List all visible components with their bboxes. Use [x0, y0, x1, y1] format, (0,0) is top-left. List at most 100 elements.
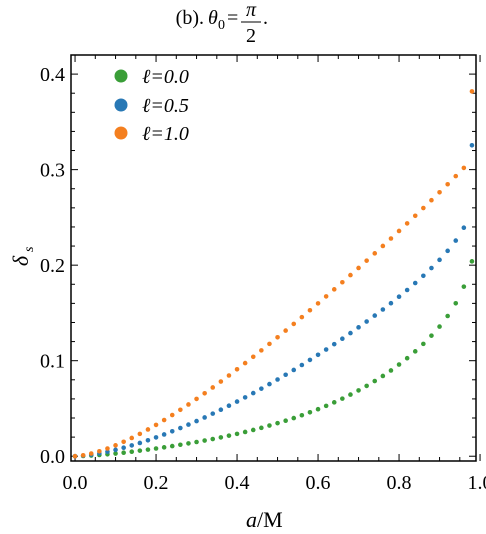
data-point [307, 307, 313, 313]
data-point [283, 328, 288, 333]
x-tick-label: 0.4 [225, 472, 250, 494]
data-point [226, 433, 232, 438]
title-prefix: (b). [176, 7, 204, 29]
data-point [372, 313, 378, 318]
data-point [169, 412, 175, 418]
y-tick-label: 0.1 [40, 351, 65, 373]
data-point [380, 373, 386, 379]
data-point [88, 451, 94, 456]
data-point [267, 341, 272, 347]
axis-tick-labels: 0.0 0.2 0.4 0.6 0.8 1.0 0.0 0.1 0.2 0.3 0.4 [40, 64, 486, 494]
data-point [299, 412, 305, 418]
data-point [145, 447, 151, 452]
data-point [364, 383, 369, 389]
data-point [469, 89, 475, 94]
data-point [348, 330, 353, 336]
data-point [121, 450, 126, 455]
data-point [250, 390, 256, 396]
chart-title: (b). θ 0 = π 2 . [176, 0, 268, 47]
data-point [178, 407, 183, 413]
title-subscript: 0 [218, 18, 225, 33]
x-axis-label-italic: a [246, 507, 257, 532]
data-point [194, 439, 199, 445]
data-point [437, 189, 442, 195]
legend-marker-l0 [114, 69, 128, 83]
data-point [145, 437, 151, 443]
data-point [226, 403, 232, 408]
data-point [194, 418, 199, 424]
legend-label-l1: ℓ=1.0 [142, 123, 189, 145]
data-point [267, 423, 272, 428]
data-point [186, 422, 191, 427]
data-point [178, 442, 183, 448]
data-point [275, 420, 280, 426]
data-point [121, 439, 126, 445]
data-point [218, 407, 224, 413]
y-axis-label-sub: s [22, 246, 37, 252]
data-point [250, 427, 256, 433]
data-point [161, 432, 167, 437]
x-tick-label: 0.0 [63, 472, 88, 494]
data-point [364, 258, 369, 263]
data-point [153, 446, 159, 451]
data-point [72, 453, 78, 459]
data-point [129, 443, 135, 448]
data-point [97, 448, 102, 454]
data-point [259, 425, 264, 431]
data-point [218, 435, 224, 440]
data-point [412, 213, 418, 219]
legend: ℓ=0.0 ℓ=0.5 ℓ=1.0 [114, 66, 189, 145]
data-point [234, 431, 240, 437]
y-tick-label: 0.3 [40, 160, 65, 182]
data-point [169, 428, 175, 434]
data-point [242, 429, 248, 435]
data-point [453, 173, 459, 179]
data-point [105, 446, 110, 451]
data-point [348, 392, 353, 397]
data-point [372, 251, 378, 256]
data-point [113, 451, 118, 456]
data-point [169, 443, 175, 449]
title-denominator: 2 [246, 25, 256, 47]
data-point [469, 142, 475, 148]
legend-marker-l05 [114, 98, 128, 112]
data-point [242, 395, 248, 400]
legend-label-l0: ℓ=0.0 [142, 66, 189, 88]
data-point [396, 294, 402, 299]
data-point [453, 300, 459, 306]
data-point [283, 418, 288, 423]
data-point [315, 352, 321, 358]
data-point [210, 436, 216, 442]
data-point [429, 265, 434, 271]
data-point [226, 373, 232, 378]
data-point [404, 355, 410, 361]
data-point [234, 366, 240, 372]
x-axis-label: a /M [246, 507, 283, 532]
data-point [218, 379, 224, 384]
y-tick-label: 0.2 [40, 255, 65, 277]
data-point [445, 181, 450, 187]
y-tick-label: 0.0 [40, 446, 65, 468]
y-tick-label: 0.4 [40, 64, 65, 86]
x-tick-label: 1.0 [468, 472, 486, 494]
data-point [421, 341, 426, 347]
data-point [340, 279, 345, 285]
data-point [275, 334, 280, 340]
data-point [421, 205, 426, 211]
y-axis-label-main: δ [8, 255, 33, 266]
data-point [291, 415, 297, 421]
data-point [323, 347, 329, 352]
data-point [137, 440, 143, 446]
data-point [461, 225, 467, 231]
data-point [137, 431, 143, 437]
x-tick-label: 0.8 [387, 472, 412, 494]
data-point [307, 409, 313, 415]
title-equals: = [227, 7, 238, 29]
data-point [445, 248, 450, 254]
y-axis-label: δ s [8, 246, 37, 266]
data-point [153, 435, 159, 440]
data-point [129, 449, 135, 455]
data-point [340, 396, 345, 401]
legend-marker-l1 [114, 126, 128, 140]
data-point [323, 403, 329, 409]
